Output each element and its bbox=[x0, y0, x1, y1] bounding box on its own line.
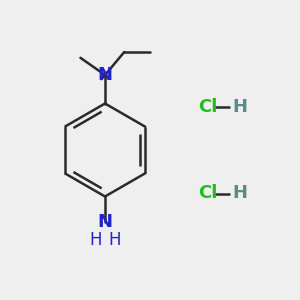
Text: N: N bbox=[98, 66, 112, 84]
Text: H: H bbox=[232, 98, 247, 116]
Text: H: H bbox=[108, 231, 121, 249]
Text: H: H bbox=[89, 231, 102, 249]
Text: Cl: Cl bbox=[198, 98, 218, 116]
Text: N: N bbox=[98, 213, 112, 231]
Text: Cl: Cl bbox=[198, 184, 218, 202]
Text: H: H bbox=[232, 184, 247, 202]
